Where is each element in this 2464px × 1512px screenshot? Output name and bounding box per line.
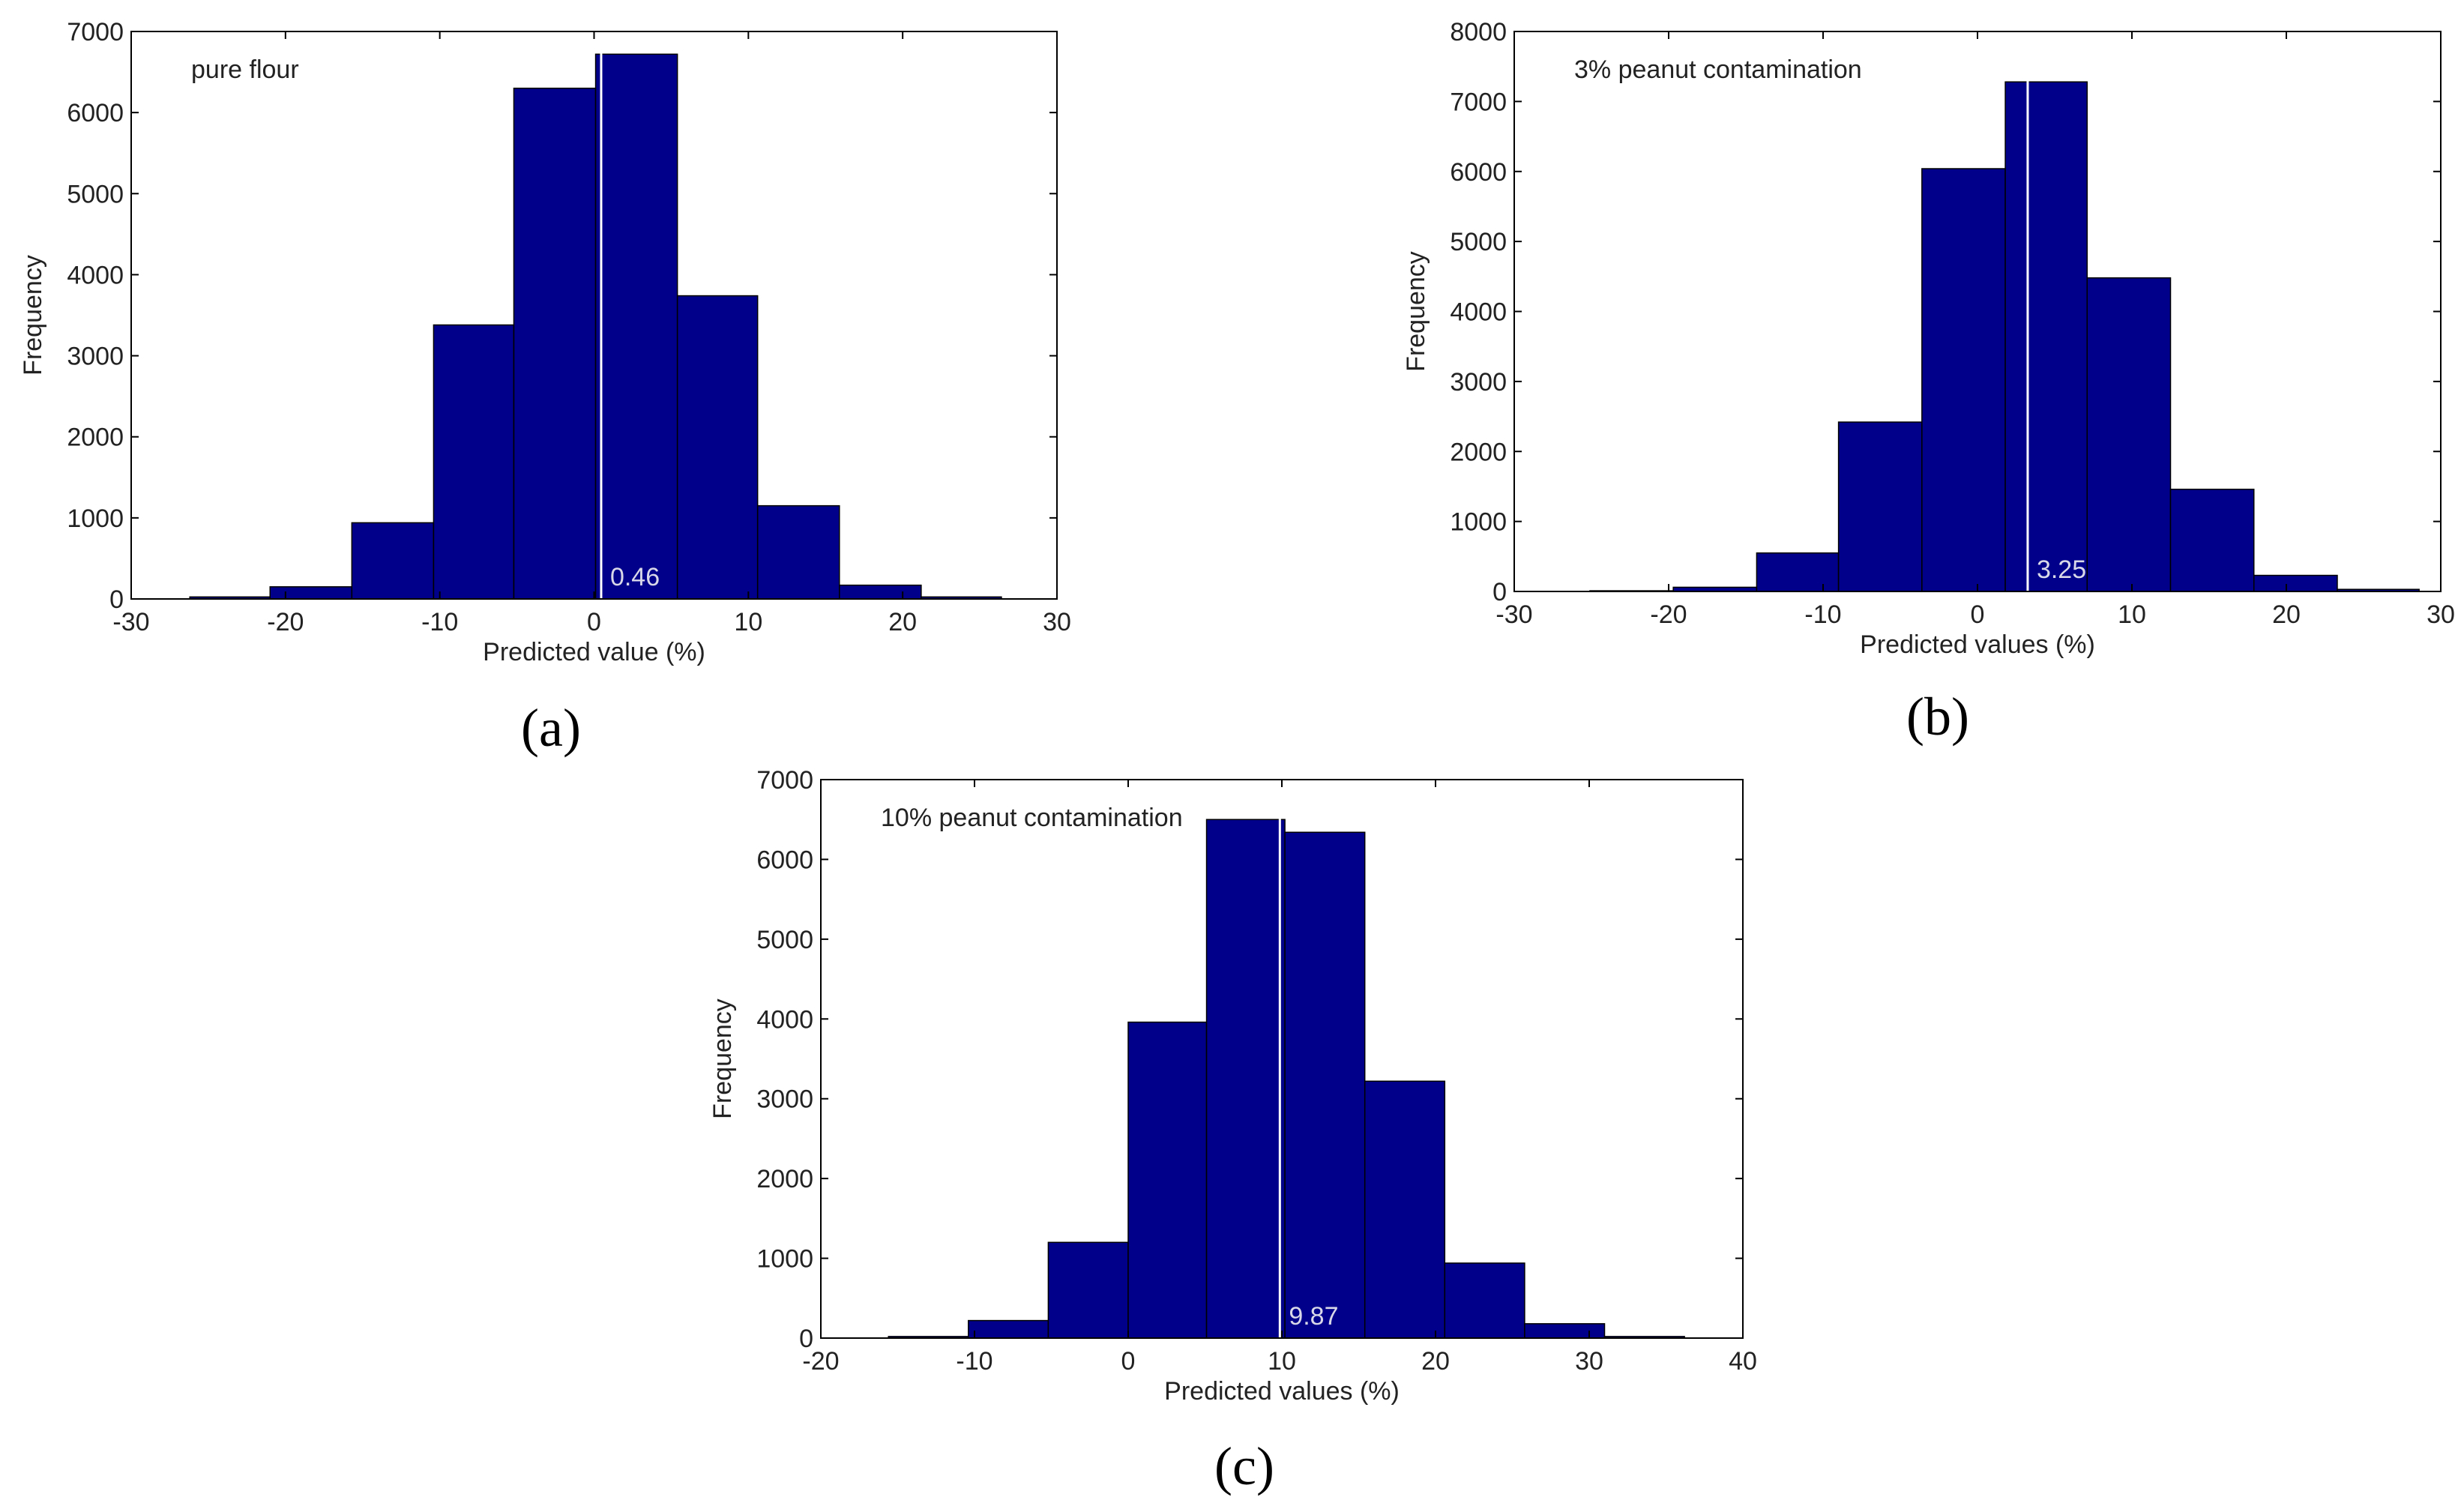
y-tick-label: 6000 bbox=[756, 846, 813, 874]
y-axis-title: Frequency bbox=[19, 255, 47, 376]
histogram-panel-a: 0.46 -30 -20 -10 0 10 20 30 0 1000 2000 3000 4000 500… bbox=[19, 18, 1071, 758]
x-axis-title: Predicted value (%) bbox=[483, 638, 705, 666]
histogram-bar bbox=[1284, 831, 1366, 1339]
panel-title: 10% peanut contamination bbox=[881, 804, 1183, 832]
histogram-bar bbox=[2253, 574, 2338, 592]
y-tick-label: 6000 bbox=[67, 99, 124, 127]
y-tick-label: 0 bbox=[109, 585, 124, 614]
x-tick-label: 30 bbox=[1575, 1347, 1603, 1376]
y-tick-label: 3000 bbox=[756, 1085, 813, 1114]
histogram-bar bbox=[1837, 421, 1923, 592]
panel-caption: (a) bbox=[521, 698, 581, 758]
x-tick-label: 10 bbox=[734, 608, 762, 636]
y-tick-label: 8000 bbox=[1450, 18, 1507, 46]
y-tick-label: 5000 bbox=[1450, 228, 1507, 256]
y-tick-label: 2000 bbox=[1450, 438, 1507, 466]
histogram-bar bbox=[2086, 277, 2172, 592]
y-tick-label: 0 bbox=[799, 1325, 813, 1353]
x-tick-label: 20 bbox=[1421, 1347, 1450, 1376]
x-axis-title: Predicted values (%) bbox=[1164, 1377, 1400, 1406]
x-tick-label: -10 bbox=[1804, 600, 1841, 629]
panel-title: pure flour bbox=[191, 55, 299, 84]
panel-title: 3% peanut contamination bbox=[1574, 55, 1862, 84]
y-axis-title: Frequency bbox=[708, 999, 737, 1119]
histogram-bar bbox=[351, 522, 435, 600]
y-tick-label: 4000 bbox=[756, 1005, 813, 1034]
x-tick-label: 20 bbox=[888, 608, 917, 636]
y-tick-label: 5000 bbox=[67, 180, 124, 208]
x-tick-label: -20 bbox=[1650, 600, 1687, 629]
y-tick-label: 5000 bbox=[756, 926, 813, 954]
histogram-bar bbox=[1127, 1021, 1208, 1339]
x-tick-label: -20 bbox=[267, 608, 304, 636]
x-tick-label: -10 bbox=[421, 608, 458, 636]
y-tick-label: 2000 bbox=[67, 424, 124, 452]
x-tick-label: -30 bbox=[112, 608, 149, 636]
x-tick-label: 30 bbox=[2427, 600, 2455, 629]
mean-value-label: 3.25 bbox=[2037, 555, 2086, 584]
x-tick-label: 0 bbox=[1121, 1347, 1136, 1376]
histogram-bar bbox=[433, 324, 515, 600]
histogram-bar bbox=[1756, 552, 1840, 592]
x-tick-label: 40 bbox=[1729, 1347, 1757, 1376]
histogram-bar bbox=[1047, 1241, 1129, 1339]
x-tick-label: 30 bbox=[1043, 608, 1071, 636]
histogram-bar bbox=[594, 53, 678, 600]
y-tick-label: 4000 bbox=[1450, 298, 1507, 327]
y-tick-label: 0 bbox=[1492, 578, 1507, 606]
mean-value-label: 9.87 bbox=[1289, 1302, 1338, 1331]
x-tick-label: 20 bbox=[2272, 600, 2301, 629]
x-tick-label: 10 bbox=[1268, 1347, 1296, 1376]
y-tick-label: 6000 bbox=[1450, 158, 1507, 187]
histogram-bar bbox=[1524, 1323, 1606, 1339]
histogram-bar bbox=[2169, 488, 2255, 592]
x-tick-label: -30 bbox=[1495, 600, 1532, 629]
histogram-bar bbox=[269, 586, 353, 600]
histogram-bar bbox=[2004, 81, 2088, 592]
y-tick-label: 7000 bbox=[756, 766, 813, 795]
histogram-bar bbox=[839, 584, 922, 600]
y-tick-label: 2000 bbox=[756, 1165, 813, 1193]
y-tick-label: 3000 bbox=[67, 343, 124, 371]
histogram-bar bbox=[513, 87, 597, 600]
histogram-bar bbox=[676, 295, 759, 600]
x-axis-title: Predicted values (%) bbox=[1860, 630, 2095, 659]
y-tick-label: 7000 bbox=[1450, 88, 1507, 116]
x-tick-label: -20 bbox=[802, 1347, 839, 1376]
x-tick-label: 0 bbox=[587, 608, 601, 636]
histogram-panel-c: 9.87 -20 -10 0 10 20 30 40 0 1000 2000 3000 4000 5000… bbox=[708, 766, 1757, 1496]
y-tick-label: 7000 bbox=[67, 18, 124, 46]
x-tick-label: 10 bbox=[2118, 600, 2146, 629]
y-tick-label: 1000 bbox=[1450, 508, 1507, 537]
histogram-bar bbox=[1921, 168, 2006, 592]
panel-caption: (b) bbox=[1906, 687, 1969, 747]
y-tick-label: 1000 bbox=[756, 1245, 813, 1274]
histogram-bar bbox=[756, 504, 840, 600]
histogram-bar bbox=[968, 1319, 1049, 1339]
y-tick-label: 3000 bbox=[1450, 368, 1507, 397]
mean-value-label: 0.46 bbox=[610, 563, 660, 591]
y-axis-title: Frequency bbox=[1402, 251, 1430, 372]
y-tick-label: 4000 bbox=[67, 261, 124, 289]
histogram-bar bbox=[1205, 819, 1286, 1339]
panel-caption: (c) bbox=[1214, 1436, 1274, 1496]
histogram-bar bbox=[1364, 1080, 1446, 1339]
histogram-bar bbox=[1444, 1262, 1525, 1339]
x-tick-label: 0 bbox=[1971, 600, 1985, 629]
histogram-panel-b: 3.25 -30 -20 -10 0 10 20 30 0 1000 2000 3000 4000 500… bbox=[1402, 18, 2455, 747]
y-tick-label: 1000 bbox=[67, 504, 124, 533]
x-tick-label: -10 bbox=[956, 1347, 992, 1376]
